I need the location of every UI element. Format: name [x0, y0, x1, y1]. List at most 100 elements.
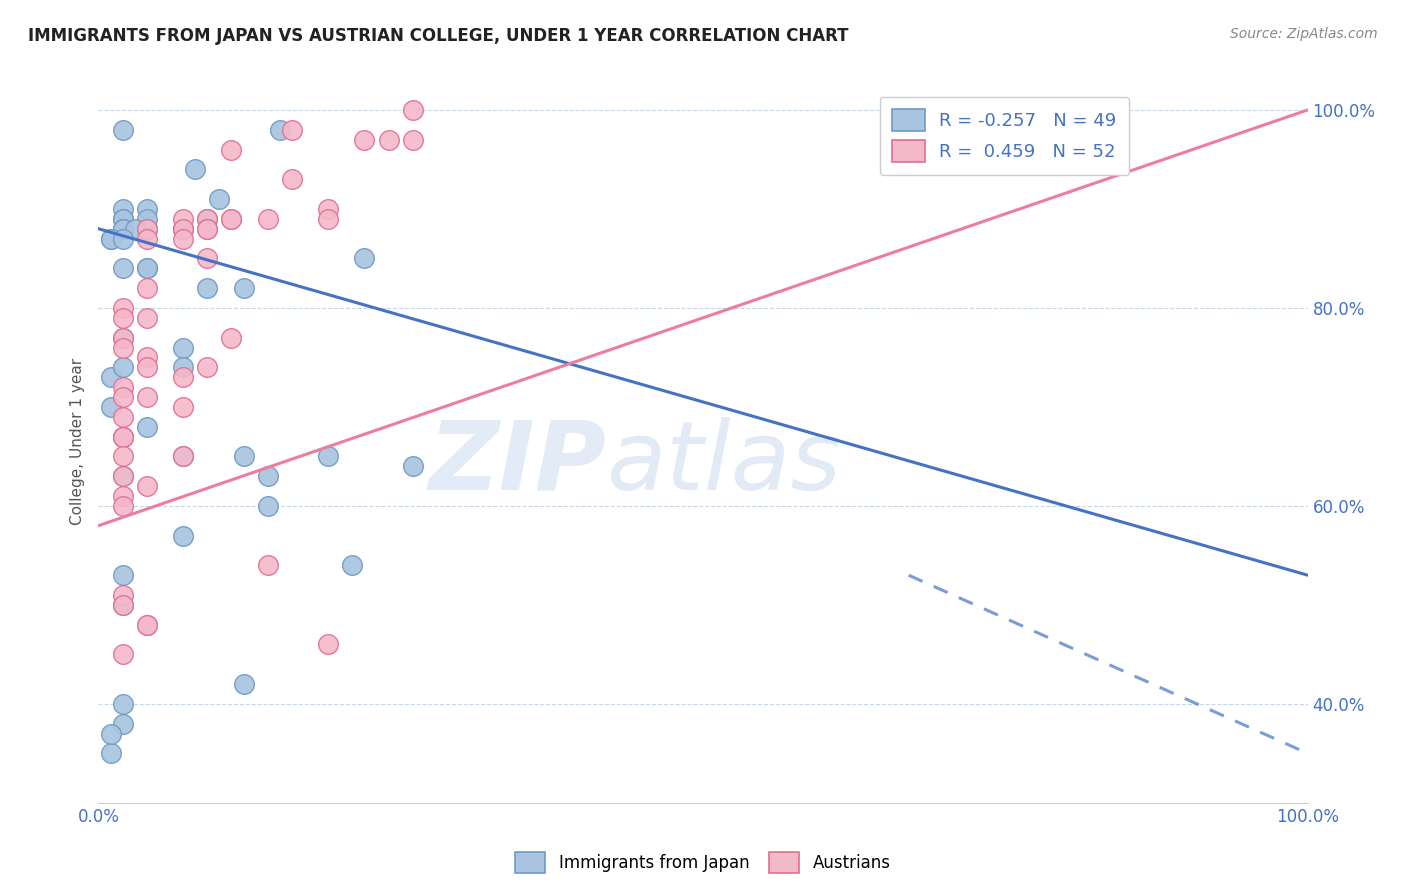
Point	[135, 261, 157, 276]
Point	[281, 172, 304, 186]
Point	[172, 360, 194, 375]
Point	[172, 221, 194, 235]
Point	[172, 370, 194, 384]
Point	[316, 450, 339, 464]
Text: atlas: atlas	[606, 417, 841, 509]
Point	[135, 232, 157, 246]
Point	[135, 211, 157, 226]
Point	[111, 697, 134, 711]
Point	[172, 232, 194, 246]
Point	[184, 162, 207, 177]
Point	[111, 202, 134, 216]
Point	[135, 479, 157, 493]
Point	[172, 221, 194, 235]
Point	[135, 419, 157, 434]
Point	[195, 221, 218, 235]
Point	[111, 211, 134, 226]
Point	[316, 202, 339, 216]
Point	[377, 133, 399, 147]
Point	[172, 528, 194, 542]
Point	[232, 677, 254, 691]
Point	[100, 747, 122, 761]
Point	[111, 390, 134, 404]
Legend: Immigrants from Japan, Austrians: Immigrants from Japan, Austrians	[509, 846, 897, 880]
Point	[111, 429, 134, 443]
Point	[195, 281, 218, 295]
Point	[111, 716, 134, 731]
Point	[402, 103, 425, 117]
Point	[111, 261, 134, 276]
Point	[111, 499, 134, 513]
Point	[111, 429, 134, 443]
Point	[269, 122, 291, 136]
Point	[111, 648, 134, 662]
Point	[172, 211, 194, 226]
Point	[111, 469, 134, 483]
Point	[402, 133, 425, 147]
Point	[135, 617, 157, 632]
Point	[111, 360, 134, 375]
Point	[232, 281, 254, 295]
Point	[111, 588, 134, 602]
Point	[172, 341, 194, 355]
Point	[402, 459, 425, 474]
Point	[135, 261, 157, 276]
Point	[111, 122, 134, 136]
Point	[172, 450, 194, 464]
Text: Source: ZipAtlas.com: Source: ZipAtlas.com	[1230, 27, 1378, 41]
Point	[195, 252, 218, 266]
Legend: R = -0.257   N = 49, R =  0.459   N = 52: R = -0.257 N = 49, R = 0.459 N = 52	[880, 96, 1129, 175]
Point	[342, 558, 364, 573]
Point	[195, 221, 218, 235]
Point	[111, 380, 134, 394]
Point	[172, 400, 194, 414]
Point	[221, 211, 243, 226]
Point	[111, 341, 134, 355]
Point	[316, 637, 339, 651]
Point	[353, 133, 375, 147]
Point	[135, 351, 157, 365]
Point	[111, 301, 134, 315]
Point	[124, 221, 146, 235]
Point	[111, 429, 134, 443]
Point	[221, 143, 243, 157]
Point	[100, 370, 122, 384]
Point	[256, 211, 278, 226]
Point	[135, 281, 157, 295]
Point	[172, 221, 194, 235]
Point	[111, 211, 134, 226]
Point	[256, 469, 278, 483]
Point	[256, 558, 278, 573]
Point	[111, 598, 134, 612]
Point	[135, 202, 157, 216]
Point	[172, 450, 194, 464]
Point	[281, 122, 304, 136]
Point	[111, 598, 134, 612]
Text: IMMIGRANTS FROM JAPAN VS AUSTRIAN COLLEGE, UNDER 1 YEAR CORRELATION CHART: IMMIGRANTS FROM JAPAN VS AUSTRIAN COLLEG…	[28, 27, 849, 45]
Point	[111, 330, 134, 344]
Point	[111, 232, 134, 246]
Point	[353, 252, 375, 266]
Point	[100, 726, 122, 740]
Point	[221, 330, 243, 344]
Point	[195, 211, 218, 226]
Point	[111, 450, 134, 464]
Point	[135, 617, 157, 632]
Point	[111, 409, 134, 424]
Point	[100, 232, 122, 246]
Text: ZIP: ZIP	[429, 417, 606, 509]
Point	[208, 192, 231, 206]
Point	[221, 211, 243, 226]
Point	[111, 489, 134, 503]
Point	[316, 211, 339, 226]
Point	[111, 221, 134, 235]
Point	[111, 310, 134, 325]
Point	[135, 221, 157, 235]
Point	[195, 211, 218, 226]
Point	[135, 310, 157, 325]
Point	[100, 400, 122, 414]
Point	[111, 469, 134, 483]
Point	[256, 499, 278, 513]
Point	[135, 221, 157, 235]
Point	[111, 330, 134, 344]
